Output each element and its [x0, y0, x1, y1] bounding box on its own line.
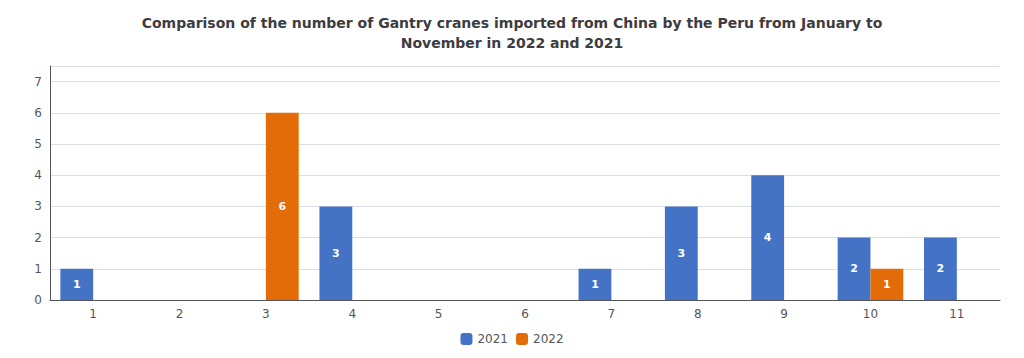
- svg-text:2: 2: [34, 231, 42, 245]
- svg-text:1: 1: [89, 307, 97, 321]
- svg-text:3: 3: [34, 199, 42, 213]
- svg-text:November in 2022 and 2021: November in 2022 and 2021: [401, 35, 624, 51]
- svg-text:6: 6: [34, 106, 42, 120]
- svg-text:2: 2: [937, 262, 945, 275]
- svg-text:6: 6: [521, 307, 529, 321]
- svg-text:3: 3: [677, 247, 685, 260]
- svg-text:3: 3: [262, 307, 270, 321]
- svg-text:10: 10: [863, 307, 878, 321]
- svg-text:4: 4: [348, 307, 356, 321]
- svg-text:6: 6: [278, 200, 286, 213]
- svg-text:1: 1: [34, 262, 42, 276]
- svg-text:1: 1: [73, 278, 81, 291]
- svg-text:1: 1: [591, 278, 599, 291]
- svg-text:3: 3: [332, 247, 340, 260]
- svg-text:1: 1: [883, 278, 891, 291]
- svg-text:11: 11: [949, 307, 964, 321]
- svg-text:4: 4: [34, 168, 42, 182]
- svg-text:Comparison of the number of Ga: Comparison of the number of Gantry crane…: [142, 15, 883, 31]
- svg-text:9: 9: [780, 307, 788, 321]
- svg-text:0: 0: [34, 293, 42, 307]
- svg-text:2: 2: [850, 262, 858, 275]
- svg-text:2022: 2022: [533, 332, 564, 346]
- svg-text:8: 8: [694, 307, 702, 321]
- svg-text:7: 7: [608, 307, 616, 321]
- svg-text:5: 5: [34, 137, 42, 151]
- svg-text:4: 4: [764, 231, 772, 244]
- svg-text:7: 7: [34, 75, 42, 89]
- svg-text:5: 5: [435, 307, 443, 321]
- svg-text:2: 2: [176, 307, 184, 321]
- svg-text:2021: 2021: [477, 332, 508, 346]
